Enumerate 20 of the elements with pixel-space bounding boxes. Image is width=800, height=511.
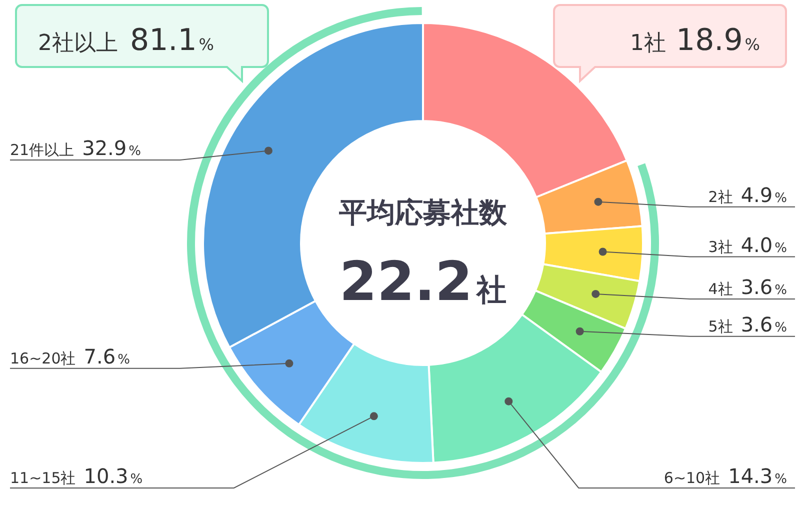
data-label: 10.3% — [84, 464, 143, 488]
slice-label: 21件以上 — [10, 141, 74, 159]
slice-label: 1社 — [630, 31, 666, 56]
text: 平均応募社数 — [338, 196, 508, 229]
slice-label: 11~15社 — [10, 469, 76, 487]
text: 22.2社 — [339, 250, 507, 313]
data-label: 3.6% — [740, 274, 787, 299]
slice-label: 4社 — [708, 280, 733, 298]
data-label: 32.9% — [82, 136, 141, 160]
data-label: 3.6% — [740, 312, 787, 336]
data-label: 7.6% — [84, 344, 130, 368]
data-label: 14.3% — [728, 464, 787, 488]
data-label: 18.9% — [676, 23, 760, 58]
slice-label: 3社 — [708, 238, 733, 256]
slice-label: 2社 — [708, 188, 733, 206]
data-label: 4.0% — [740, 232, 787, 257]
slice-label: 5社 — [708, 317, 733, 336]
slice-label: 6~10社 — [664, 469, 720, 487]
data-label: 4.9% — [740, 182, 787, 207]
slice-label: 16~20社 — [10, 349, 76, 368]
